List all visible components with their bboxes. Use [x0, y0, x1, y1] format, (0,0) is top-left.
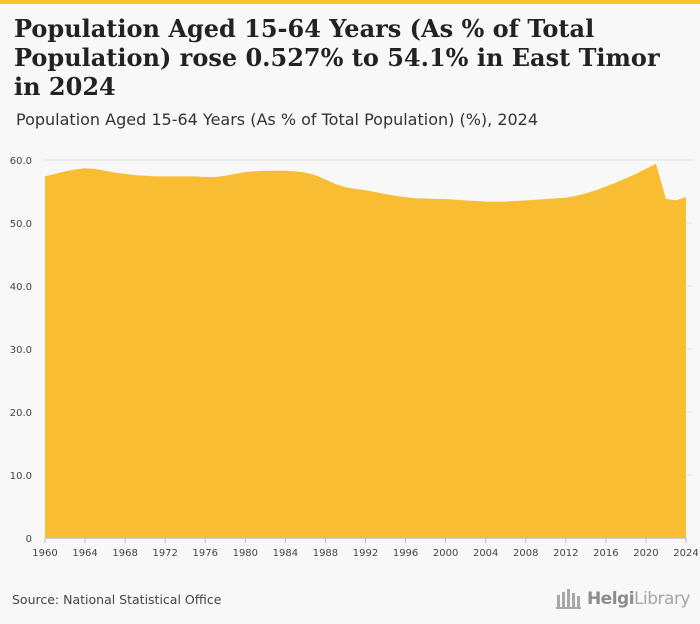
top-accent-bar: [0, 0, 700, 4]
x-tick-label: 1980: [233, 548, 258, 559]
area-chart: 010.020.030.040.050.060.0 1960 1964 1968 19…: [10, 156, 699, 559]
area-series: [45, 163, 686, 538]
x-tick-label: 1972: [152, 548, 177, 559]
x-tick-label: 2012: [553, 548, 578, 559]
x-tick-label: 1988: [313, 548, 338, 559]
x-tick-label: 1976: [193, 548, 218, 559]
chart-subtitle: Population Aged 15-64 Years (As % of Tot…: [16, 110, 539, 129]
x-tick-label: 1964: [72, 548, 97, 559]
logo-text-bold: Helgi: [586, 589, 635, 609]
x-tick-label: 2020: [633, 548, 658, 559]
x-tick-label: 1996: [393, 548, 418, 559]
x-tick-label: 2008: [513, 548, 538, 559]
x-tick-label: 2000: [433, 548, 458, 559]
page-title: Population Aged 15-64 Years (As % of Tot…: [14, 14, 660, 101]
y-tick-label: 50.0: [10, 219, 32, 230]
y-axis-ticks: 0 10.0 20.0 30.0 40.0 50.0 60.0: [10, 156, 32, 545]
logo-text-rest: Library: [634, 589, 690, 609]
y-tick-label: 40.0: [10, 282, 32, 293]
y-tick-label: 60.0: [10, 156, 32, 167]
x-axis-ticks: 1960 1964 1968 1972 1976 1980 1984 1988 1992 1996…: [32, 538, 699, 559]
x-tick-label: 2024: [673, 548, 698, 559]
series-area: [45, 163, 686, 538]
x-tick-label: 2004: [473, 548, 498, 559]
y-tick-label: 10.0: [10, 471, 32, 482]
x-tick-label: 2016: [593, 548, 618, 559]
y-tick-label: 0: [26, 534, 32, 545]
x-tick-label: 1968: [112, 548, 137, 559]
y-tick-label: 20.0: [10, 408, 32, 419]
logo-text: HelgiLibrary: [586, 589, 691, 609]
x-tick-label: 1984: [273, 548, 298, 559]
y-tick-label: 30.0: [10, 345, 32, 356]
x-tick-label: 1992: [353, 548, 378, 559]
helgilibrary-logo: HelgiLibrary: [555, 589, 691, 609]
source-note: Source: National Statistical Office: [12, 592, 222, 607]
x-tick-label: 1960: [32, 548, 57, 559]
library-building-icon: [555, 589, 581, 609]
